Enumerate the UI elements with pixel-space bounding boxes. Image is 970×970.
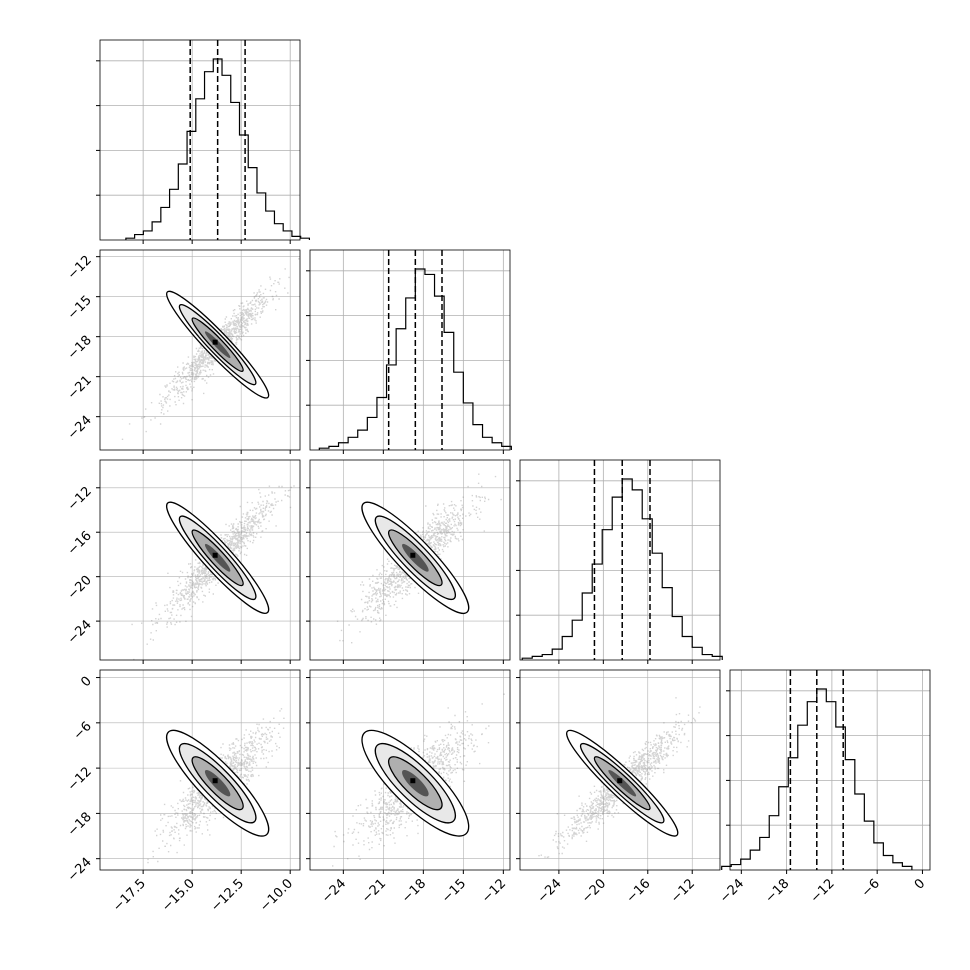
panel-frame xyxy=(99,459,301,661)
x-tick-label-1-2: −18 xyxy=(399,876,429,906)
density-peak xyxy=(212,339,218,345)
x-tick-label-2-0: −24 xyxy=(535,876,565,906)
density-panel-2-0 xyxy=(96,459,301,664)
panel-frame xyxy=(519,459,721,661)
density-panel-2-1 xyxy=(306,459,511,664)
y-tick-label-2-3: −12 xyxy=(65,484,95,514)
histogram-panel-1 xyxy=(306,249,512,454)
y-tick-label-2-2: −16 xyxy=(65,528,95,558)
x-tick-label-3-3: −6 xyxy=(859,876,883,900)
y-tick-label-1-1: −21 xyxy=(65,373,95,403)
y-tick-label-3-0: −24 xyxy=(65,855,95,885)
y-tick-label-1-4: −12 xyxy=(65,253,95,283)
histogram-panel-3 xyxy=(721,669,931,874)
x-tick-label-0-3: −10.0 xyxy=(257,876,296,915)
panel-frame xyxy=(309,669,511,871)
density-peak xyxy=(212,778,218,784)
panel-frame xyxy=(99,39,301,241)
x-tick-label-0-1: −15.0 xyxy=(159,876,198,915)
y-tick-label-2-1: −20 xyxy=(65,573,95,603)
density-panel-3-2 xyxy=(516,669,721,874)
panel-frame xyxy=(99,249,301,451)
density-panel-1-0 xyxy=(96,249,301,454)
x-tick-label-2-3: −12 xyxy=(668,876,698,906)
panel-frame xyxy=(729,669,931,871)
panel-frame xyxy=(309,249,511,451)
x-tick-label-0-0: −17.5 xyxy=(110,876,149,915)
x-tick-label-0-2: −12.5 xyxy=(208,876,247,915)
x-tick-label-3-2: −12 xyxy=(808,876,838,906)
x-tick-label-1-3: −15 xyxy=(439,876,469,906)
x-tick-label-2-2: −16 xyxy=(624,876,654,906)
density-peak xyxy=(410,552,416,558)
y-tick-label-1-2: −18 xyxy=(65,333,95,363)
panel-frame xyxy=(309,459,511,661)
histogram-panel-2 xyxy=(516,459,723,664)
density-panel-3-0 xyxy=(96,669,301,874)
y-tick-label-2-0: −24 xyxy=(65,617,95,647)
scatter-points xyxy=(121,258,300,440)
histogram-step xyxy=(721,688,913,870)
panel-frame xyxy=(99,669,301,871)
density-peak xyxy=(212,552,218,558)
x-tick-label-3-1: −18 xyxy=(762,876,792,906)
panel-frame xyxy=(519,669,721,871)
x-tick-label-1-1: −21 xyxy=(359,876,389,906)
y-tick-label-3-4: 0 xyxy=(78,674,94,690)
x-tick-label-3-4: 0 xyxy=(912,876,928,892)
histogram-step xyxy=(318,268,512,450)
scatter-points xyxy=(336,473,502,644)
x-tick-label-2-1: −20 xyxy=(579,876,609,906)
y-tick-label-3-1: −18 xyxy=(65,810,95,840)
x-tick-label-3-0: −24 xyxy=(717,876,747,906)
x-tick-label-1-4: −12 xyxy=(479,876,509,906)
density-peak xyxy=(617,778,623,784)
x-tick-label-1-0: −24 xyxy=(319,876,349,906)
y-tick-label-1-3: −15 xyxy=(65,293,95,323)
histogram-panel-0 xyxy=(96,39,311,244)
y-tick-label-3-2: −12 xyxy=(65,764,95,794)
y-tick-label-3-3: −6 xyxy=(71,719,95,743)
density-panel-3-1 xyxy=(306,669,511,874)
density-peak xyxy=(410,778,416,784)
y-tick-label-1-0: −24 xyxy=(65,413,95,443)
